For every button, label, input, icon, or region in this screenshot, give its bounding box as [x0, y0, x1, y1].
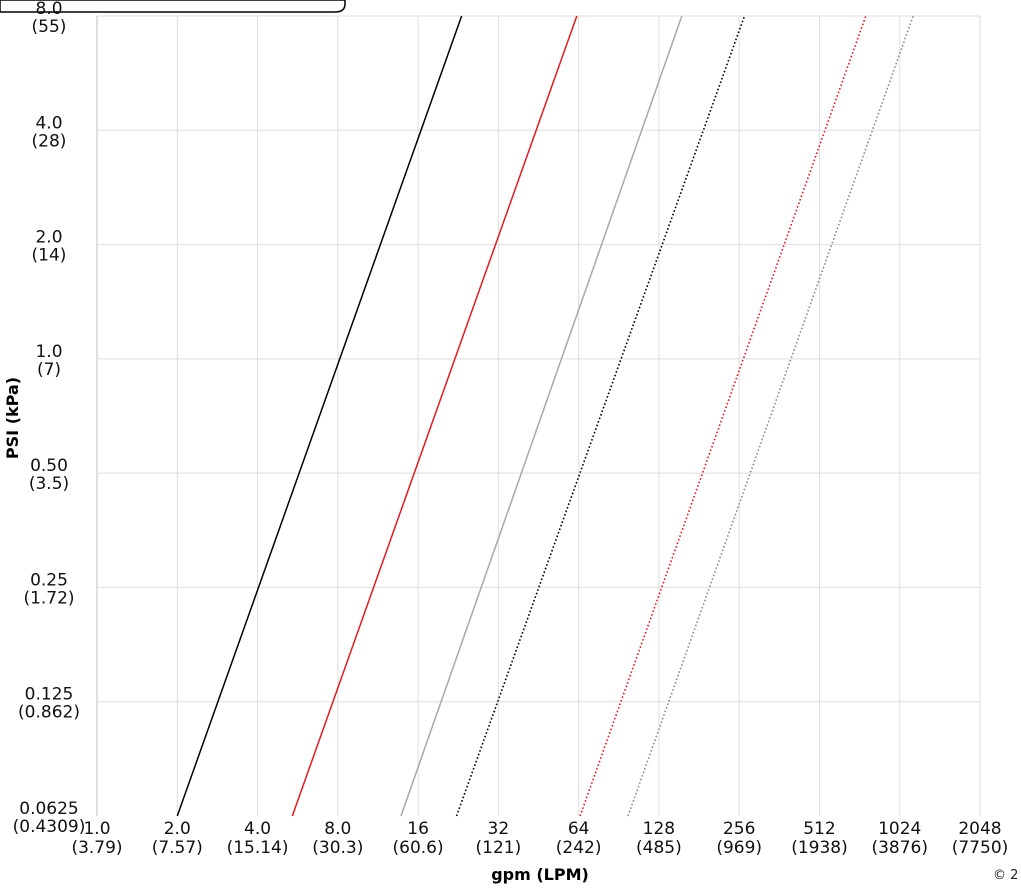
y-tick-label: 1.0 — [35, 342, 62, 362]
series-line-1 — [176, 15, 463, 817]
x-tick-sublabel: (485) — [636, 838, 682, 858]
x-tick-sublabel: (15.14) — [227, 838, 289, 858]
x-axis-title: gpm (LPM) — [491, 865, 589, 884]
y-axis-tick-labels: 8.0(55) 4.0(28) 2.0(14) 1.0(7) 0.50(3.5) 0.25… — [13, 0, 86, 837]
x-tick-label: 128 — [643, 819, 675, 839]
copyright-text: © 2 — [993, 868, 1018, 883]
x-tick-label: 256 — [723, 819, 755, 839]
x-tick-label: 2.0 — [164, 819, 191, 839]
y-tick-sublabel: (7) — [37, 360, 61, 380]
y-tick-sublabel: (55) — [32, 17, 67, 37]
x-tick-label: 4.0 — [244, 819, 271, 839]
y-tick-sublabel: (0.862) — [18, 703, 80, 723]
y-tick-sublabel: (1.72) — [23, 588, 74, 608]
x-tick-label: 64 — [568, 819, 590, 839]
y-tick-label: 0.125 — [25, 685, 74, 705]
x-tick-sublabel: (60.6) — [393, 838, 444, 858]
x-tick-sublabel: (3.79) — [71, 838, 122, 858]
x-tick-label: 1024 — [878, 819, 921, 839]
x-tick-sublabel: (30.3) — [312, 838, 363, 858]
y-tick-sublabel: (28) — [32, 131, 67, 151]
x-tick-sublabel: (7.57) — [152, 838, 203, 858]
y-tick-sublabel: (3.5) — [29, 474, 69, 494]
x-tick-sublabel: (242) — [556, 838, 602, 858]
x-tick-sublabel: (121) — [476, 838, 522, 858]
grid-lines — [96, 15, 981, 816]
y-tick-label: 0.25 — [30, 570, 68, 590]
x-tick-label: 2048 — [958, 819, 1001, 839]
series-lines — [176, 15, 914, 817]
x-tick-label: 8.0 — [324, 819, 351, 839]
series-line-4 — [455, 15, 746, 817]
series-line-6 — [627, 15, 914, 817]
x-tick-label: 1.0 — [83, 819, 110, 839]
y-tick-label: 8.0 — [35, 0, 62, 19]
y-tick-sublabel: (0.4309) — [13, 817, 86, 837]
series-line-3 — [400, 15, 683, 817]
series-line-5 — [579, 15, 867, 817]
y-tick-label: 0.0625 — [19, 799, 78, 819]
x-tick-label: 512 — [803, 819, 835, 839]
x-tick-label: 16 — [407, 819, 429, 839]
x-tick-sublabel: (969) — [716, 838, 762, 858]
y-tick-sublabel: (14) — [32, 246, 67, 266]
y-tick-label: 0.50 — [30, 456, 68, 476]
x-axis-tick-labels: 1.0(3.79)2.0(7.57)4.0(15.14)8.0(30.3)16(… — [71, 819, 1008, 858]
x-tick-sublabel: (1938) — [791, 838, 848, 858]
x-tick-sublabel: (3876) — [871, 838, 928, 858]
x-tick-sublabel: (7750) — [952, 838, 1009, 858]
series-line-2 — [291, 15, 578, 817]
top-left-header-fragment — [0, 0, 346, 13]
y-tick-label: 4.0 — [35, 113, 62, 133]
x-tick-label: 32 — [488, 819, 510, 839]
y-tick-label: 2.0 — [35, 228, 62, 248]
y-axis-title: PSI (kPa) — [3, 377, 22, 459]
